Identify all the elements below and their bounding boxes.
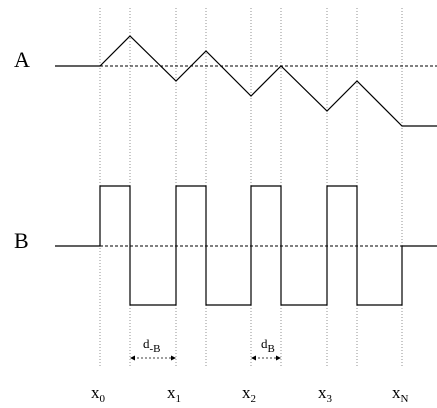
d-b-base: d: [261, 336, 268, 351]
svg-text:dB: dB: [261, 336, 275, 355]
d-minus-b-sub: -B: [150, 343, 161, 355]
d-b-arrowhead-right: [276, 355, 281, 361]
d-minus-b-arrowhead-right: [171, 355, 176, 361]
x-label-0: x0: [91, 383, 106, 405]
signal-a-label: A: [14, 47, 30, 72]
x-label-1: x1: [167, 383, 181, 405]
d-minus-b-base: d: [143, 336, 150, 351]
signal-b-waveform: [55, 185, 437, 306]
d-minus-b-annotation: d-B: [130, 336, 176, 361]
d-b-arrowhead-left: [251, 355, 256, 361]
x-label-n: xN: [392, 383, 409, 405]
x-label-2: x2: [242, 383, 256, 405]
d-b-annotation: dB: [251, 336, 281, 361]
svg-text:d-B: d-B: [143, 336, 161, 355]
d-minus-b-arrowhead-left: [130, 355, 135, 361]
d-b-sub: B: [268, 343, 275, 355]
x-label-3: x3: [318, 383, 333, 405]
signal-b-label: B: [14, 228, 29, 253]
signal-a-waveform: [55, 35, 437, 127]
